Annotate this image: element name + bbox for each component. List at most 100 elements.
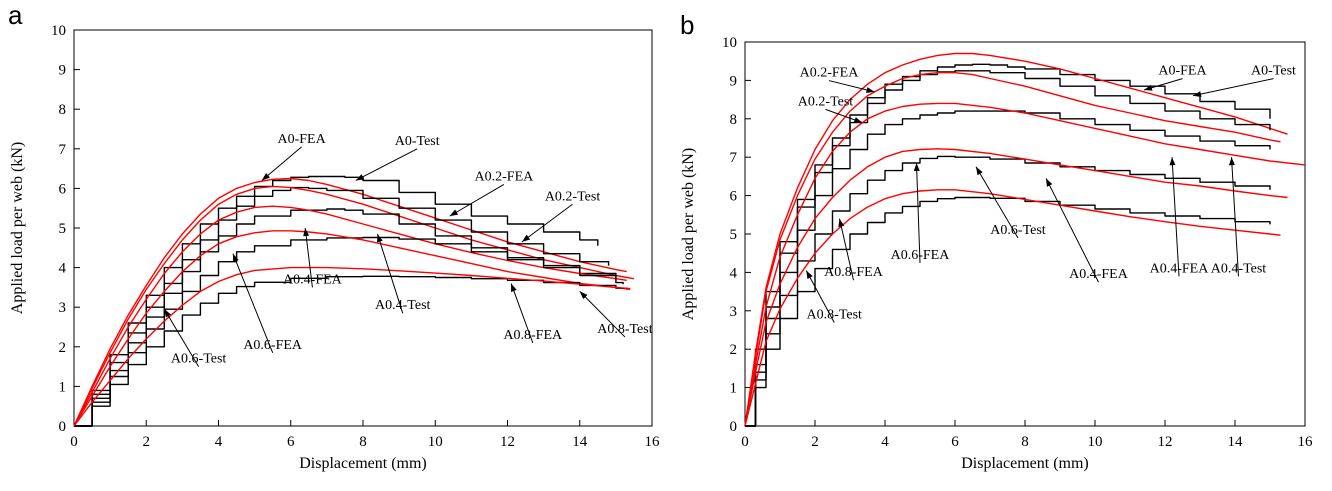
annotation-arrowhead [303,228,310,237]
annotation-arrowhead [838,218,845,228]
series-line-fea [73,230,631,427]
x-tick-label: 8 [359,434,367,450]
x-tick-label: 14 [1228,434,1244,450]
annotation-leader [232,253,274,353]
annotation-leader [510,283,534,344]
annotation-arrowhead [1046,178,1053,187]
annotation-arrowhead [1228,157,1235,166]
annotation-label: A0.8-Test [807,307,863,322]
y-tick-label: 10 [51,23,66,39]
series-line-fea [73,266,631,427]
annotation-label: A0.4-FEA [283,272,343,287]
x-axis-label: Displacement (mm) [961,455,1089,472]
annotation-label: A0.8-FEA [824,265,884,280]
annotation-arrowhead [355,174,365,181]
x-tick-label: 12 [1158,434,1173,450]
x-tick-label: 16 [1298,434,1314,450]
annotation-leader [839,218,854,281]
y-tick-label: 3 [59,300,67,316]
annotation-leader [1192,78,1274,97]
annotation-arrowhead [511,283,517,292]
y-tick-label: 5 [730,227,738,243]
annotation-leader [1231,157,1239,277]
series-line-fea [73,177,627,427]
x-tick-label: 8 [1021,434,1029,450]
annotation-label: A0.8-FEA [503,328,563,343]
y-tick-label: 5 [59,221,67,237]
annotation-label: A0.8-Test [597,322,653,337]
annotation-label: A0.2-Test [798,94,854,109]
annotation-label: A0.4-FEA [1069,267,1129,282]
y-tick-label: 7 [730,150,738,166]
y-tick-label: 9 [730,73,738,89]
annotation-label: A0.6-Test [171,352,227,367]
series-line-test [745,70,1271,427]
annotation-arrowhead [866,87,875,93]
annotation-label: A0.2-FEA [800,66,860,81]
x-tick-label: 2 [143,434,151,450]
y-tick-label: 3 [730,304,738,320]
annotation-arrowhead [976,166,983,176]
series-line-fea [744,148,1288,427]
series-line-fea [744,189,1281,427]
annotation-label: A0.4-Test [1211,261,1267,276]
annotation-arrowhead [1193,91,1202,98]
annotation-arrowhead [1144,84,1153,91]
y-tick-label: 6 [59,181,67,197]
annotation-label: A0.2-FEA [475,169,535,184]
y-tick-label: 8 [730,112,738,128]
annotation-arrowhead [521,234,531,242]
annotation-arrowhead [1169,157,1176,166]
annotation-leader [376,233,404,314]
plot-frame [73,29,653,427]
annotation-leader [1171,157,1180,277]
x-tick-label: 16 [645,434,661,450]
annotation-arrowhead [853,117,863,123]
x-tick-label: 14 [572,434,588,450]
annotation-leader [1045,178,1099,283]
y-tick-label: 7 [59,142,67,158]
series-line-test [745,63,1271,427]
x-tick-label: 6 [951,434,959,450]
series-line-test [74,275,628,427]
annotation-leader [579,291,626,338]
x-tick-label: 0 [70,434,78,450]
y-axis-label: Applied load per web (kN) [680,148,697,320]
annotation-arrowhead [232,253,239,263]
x-tick-label: 6 [287,434,295,450]
annotation-leader [521,203,573,243]
y-tick-label: 8 [59,102,67,118]
annotation-arrowhead [806,270,813,279]
annotation-leader [916,162,921,263]
annotation-label: A0.4-FEA [1150,261,1210,276]
annotation-leader [355,148,418,181]
panel-label-b: b [680,10,694,40]
series-line-test [74,208,617,427]
y-tick-label: 1 [59,379,67,395]
x-tick-label: 12 [500,434,515,450]
x-tick-label: 2 [811,434,819,450]
annotation-label: A0-FEA [277,132,326,147]
y-tick-label: 0 [59,419,67,435]
annotation-arrowhead [579,291,588,300]
y-tick-label: 10 [722,35,737,51]
x-tick-label: 0 [741,434,749,450]
x-tick-label: 4 [881,434,889,450]
annotation-leader [163,308,200,367]
series-line-test [745,196,1271,427]
annotation-label: A0.6-Test [990,223,1046,238]
y-tick-label: 2 [730,342,738,358]
y-tick-label: 1 [730,381,738,397]
series-line-test [745,155,1271,427]
annotation-leader [304,227,313,288]
annotation-arrowhead [164,309,171,318]
annotation-arrowhead [377,233,383,243]
x-axis-label: Displacement (mm) [299,455,427,472]
series-line-fea [73,205,627,427]
series-line-fea [744,52,1288,427]
annotation-label: A0-FEA [1158,64,1207,79]
y-tick-label: 4 [730,265,738,281]
